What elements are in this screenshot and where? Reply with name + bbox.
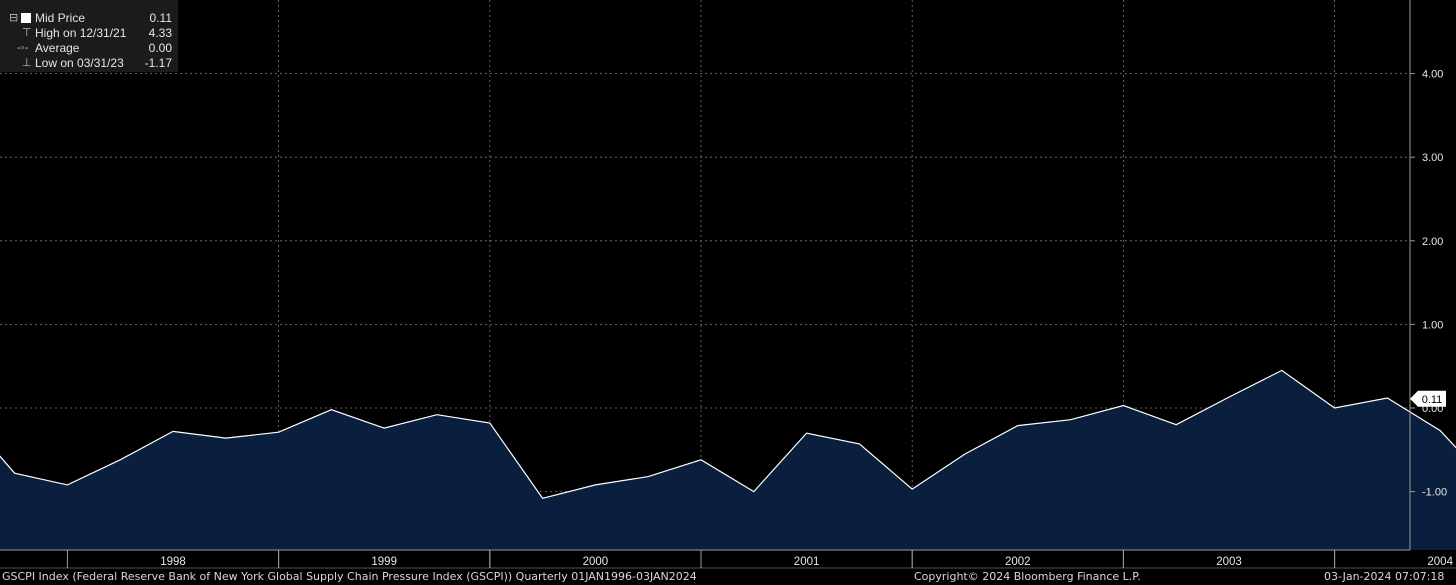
y-tick-label: 2.00 — [1422, 236, 1443, 248]
last-value-tag-group: 0.11 — [1410, 390, 1446, 407]
legend-high-label: High on 12/31/21 — [35, 26, 127, 40]
x-tick-label: 2003 — [1216, 556, 1242, 568]
legend-mid-value: 0.11 — [149, 11, 172, 25]
grid — [0, 0, 1410, 550]
footer-copyright: Copyright© 2024 Bloomberg Finance L.P. — [914, 570, 1141, 583]
legend: ⊟ Mid Price 0.11 ⊤ High on 12/31/21 4.33… — [0, 0, 178, 72]
average-marker-icon: -◦- — [17, 42, 29, 54]
legend-item-average: -◦- Average 0.00 — [0, 41, 178, 56]
low-marker-icon: ⊥ — [22, 57, 32, 69]
series-swatch — [21, 13, 31, 23]
x-tick-label: 2004 — [1427, 556, 1453, 568]
x-tick-label: 2000 — [583, 556, 609, 568]
series-line — [0, 369, 1456, 499]
legend-low-label: Low on 03/31/23 — [35, 56, 124, 70]
footer-timestamp: 03-Jan-2024 07:07:18 — [1324, 570, 1445, 583]
legend-high-value: 4.33 — [148, 26, 172, 40]
series-area-fill — [0, 370, 1456, 550]
legend-item-high: ⊤ High on 12/31/21 4.33 — [0, 26, 178, 41]
footer-index-description: GSCPI Index (Federal Reserve Bank of New… — [2, 570, 697, 583]
x-axis: 1998199920002001200220032004200520062007… — [0, 549, 1456, 569]
collapse-icon[interactable]: ⊟ — [9, 12, 19, 24]
last-value-tag — [1410, 390, 1446, 407]
y-tick-label: -1.00 — [1422, 487, 1447, 499]
y-axis: -1.000.001.002.003.004.00 — [1409, 0, 1447, 550]
area-series — [0, 369, 1456, 550]
x-tick-label: 2002 — [1005, 556, 1031, 568]
y-tick-label: 1.00 — [1422, 319, 1443, 331]
x-tick-label: 1999 — [371, 556, 397, 568]
legend-item-low: ⊥ Low on 03/31/23 -1.17 — [0, 56, 178, 71]
y-tick-label: 3.00 — [1422, 152, 1443, 164]
y-tick-label: 4.00 — [1422, 69, 1443, 81]
high-marker-icon: ⊤ — [22, 27, 32, 39]
x-tick-label: 2001 — [794, 556, 820, 568]
legend-average-value: 0.00 — [148, 41, 172, 55]
legend-average-label: Average — [35, 41, 80, 55]
legend-mid-label: Mid Price — [35, 11, 86, 25]
legend-item-mid[interactable]: ⊟ Mid Price 0.11 — [0, 11, 178, 26]
legend-low-value: -1.17 — [144, 56, 172, 70]
last-value-label: 0.11 — [1422, 394, 1443, 406]
x-tick-label: 1998 — [160, 556, 186, 568]
